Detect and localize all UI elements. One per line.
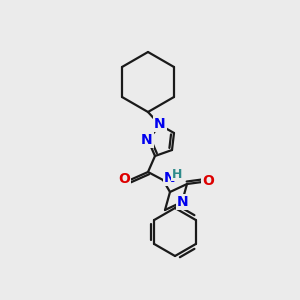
Text: O: O [202, 174, 214, 188]
Text: N: N [154, 117, 166, 131]
Text: N: N [177, 195, 189, 209]
Text: N: N [141, 133, 153, 147]
Text: H: H [172, 167, 182, 181]
Text: O: O [118, 172, 130, 186]
Text: N: N [164, 171, 176, 185]
